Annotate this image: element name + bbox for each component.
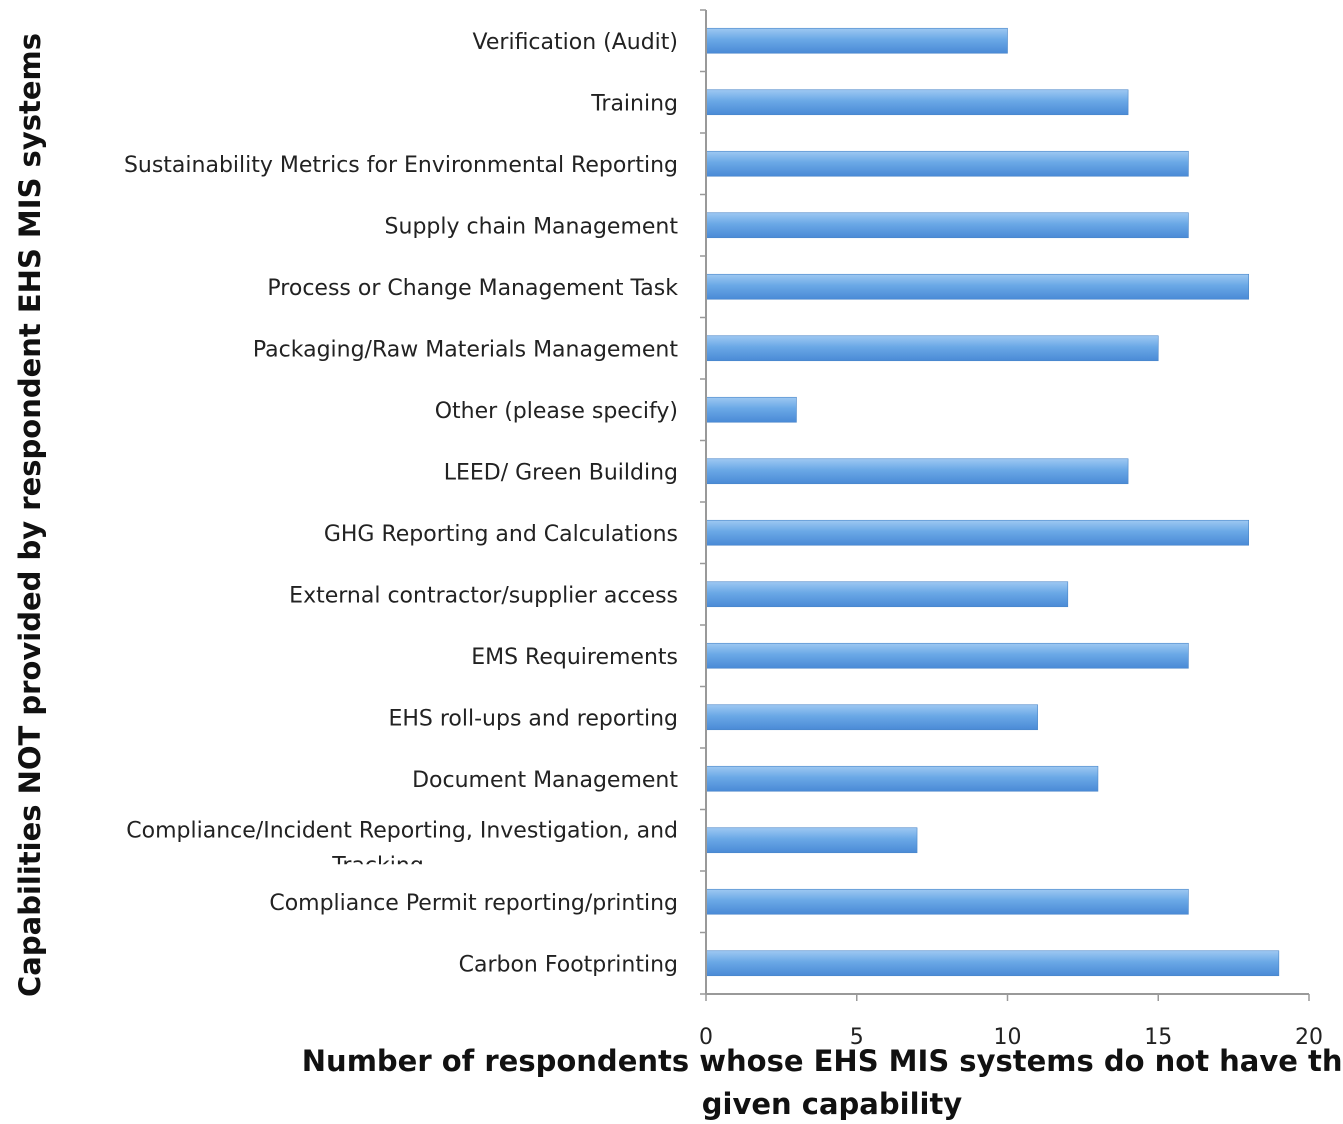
bars-group: [705, 27, 1280, 977]
bar-12: [705, 765, 1099, 792]
category-label-4: Process or Change Management Task: [267, 276, 678, 301]
bar-5: [705, 335, 1159, 362]
bar-2: [705, 150, 1189, 177]
category-label-8: GHG Reporting and Calculations: [324, 522, 678, 547]
bar-11: [705, 704, 1038, 731]
category-label-7: LEED/ Green Building: [444, 460, 678, 485]
category-labels: Verification (Audit) Training Sustainabili…: [124, 30, 678, 978]
bar-6: [705, 396, 797, 423]
category-label-14: Compliance Permit reporting/printing: [269, 891, 678, 916]
x-axis-title: Number of respondents whose EHS MIS syst…: [302, 1044, 1343, 1121]
category-label-2: Sustainability Metrics for Environmental…: [124, 153, 678, 178]
x-axis-ticks: 0 5 10 15 20: [699, 994, 1323, 1050]
category-label-15: Carbon Footprinting: [459, 952, 678, 977]
bar-9: [705, 581, 1069, 608]
category-label-12: Document Management: [412, 768, 678, 793]
category-label-13: Compliance/Incident Reporting, Investiga…: [126, 818, 678, 878]
bar-8: [705, 519, 1250, 546]
x-tick-label-1: 5: [850, 1025, 864, 1050]
bar-7: [705, 458, 1129, 485]
bar-3: [705, 212, 1189, 239]
x-tick-label-2: 10: [994, 1025, 1022, 1050]
category-label-1: Training: [590, 91, 678, 116]
bar-13: [705, 827, 918, 854]
category-label-11: EHS roll-ups and reporting: [388, 706, 678, 731]
x-tick-label-0: 0: [699, 1025, 713, 1050]
bar-10: [705, 642, 1189, 669]
bar-14: [705, 888, 1189, 915]
bar-1: [705, 89, 1129, 116]
category-label-9: External contractor/supplier access: [289, 583, 678, 608]
category-label-6: Other (please specify): [435, 399, 678, 424]
bar-15: [705, 950, 1280, 977]
category-label-0: Verification (Audit): [473, 30, 678, 55]
y-axis-title: Capabilities NOT provided by respondent …: [13, 33, 47, 997]
x-tick-label-3: 15: [1144, 1025, 1172, 1050]
x-tick-label-4: 20: [1295, 1025, 1323, 1050]
bar-0: [705, 27, 1008, 54]
bar-4: [705, 273, 1250, 300]
axes-group: [700, 9, 1309, 995]
category-label-5: Packaging/Raw Materials Management: [253, 337, 678, 362]
category-label-10: EMS Requirements: [471, 645, 678, 670]
category-label-3: Supply chain Management: [385, 214, 679, 239]
